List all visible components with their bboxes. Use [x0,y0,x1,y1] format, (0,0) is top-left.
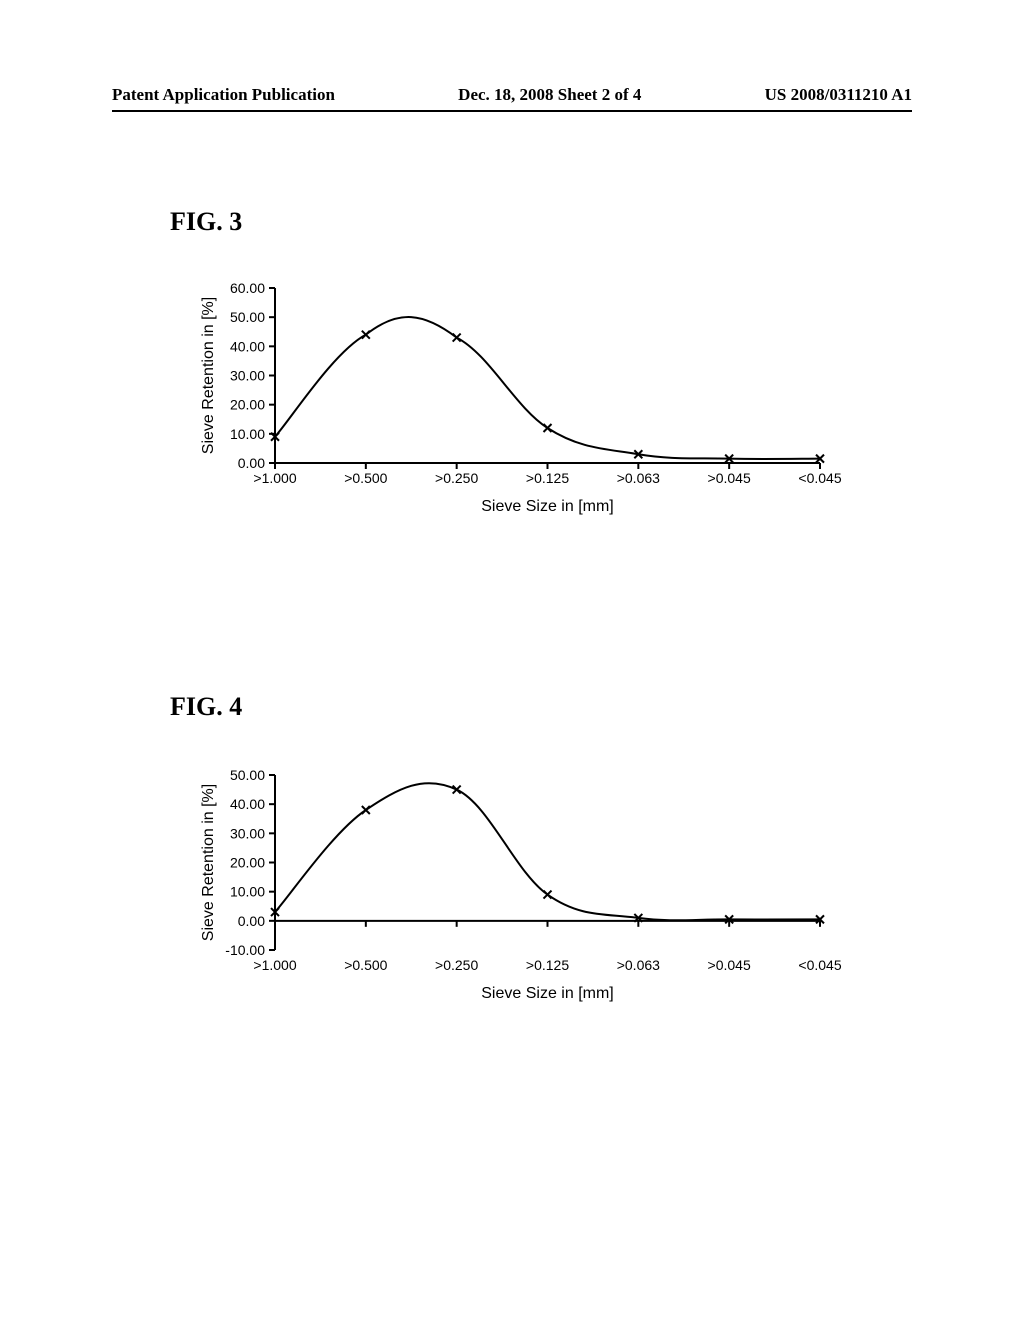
svg-text:>0.045: >0.045 [708,470,751,486]
svg-text:>0.125: >0.125 [526,470,569,486]
svg-text:>0.500: >0.500 [344,957,387,973]
svg-text:10.00: 10.00 [230,426,265,442]
svg-text:Sieve Size in [mm]: Sieve Size in [mm] [481,498,613,515]
svg-text:10.00: 10.00 [230,884,265,900]
header-center: Dec. 18, 2008 Sheet 2 of 4 [458,85,641,105]
svg-text:60.00: 60.00 [230,280,265,296]
svg-text:20.00: 20.00 [230,855,265,871]
svg-text:50.00: 50.00 [230,309,265,325]
svg-text:<0.045: <0.045 [798,957,841,973]
svg-text:>0.063: >0.063 [617,470,660,486]
svg-text:Sieve Size in [mm]: Sieve Size in [mm] [481,985,613,1002]
svg-text:0.00: 0.00 [238,913,265,929]
figure-4-label: FIG. 4 [170,692,242,722]
header-divider [112,110,912,112]
figure-4-svg: -10.00 0.00 10.00 20.00 30.00 40.00 50.00 >1.00… [190,765,850,1010]
svg-text:>0.125: >0.125 [526,957,569,973]
svg-text:20.00: 20.00 [230,397,265,413]
svg-text:40.00: 40.00 [230,796,265,812]
svg-text:>0.250: >0.250 [435,957,478,973]
figure-3-chart: 0.00 10.00 20.00 30.00 40.00 50.00 60.00 >1.000… [190,278,850,528]
header-right: US 2008/0311210 A1 [765,85,912,105]
svg-text:>1.000: >1.000 [253,957,296,973]
figure-3-label: FIG. 3 [170,207,242,237]
svg-text:-10.00: -10.00 [225,942,265,958]
svg-text:Sieve Retention in [%]: Sieve Retention in [%] [200,297,217,454]
svg-text:Sieve Retention in [%]: Sieve Retention in [%] [200,784,217,941]
svg-text:40.00: 40.00 [230,338,265,354]
svg-text:>0.045: >0.045 [708,957,751,973]
header-left: Patent Application Publication [112,85,335,105]
svg-text:30.00: 30.00 [230,368,265,384]
svg-text:>0.063: >0.063 [617,957,660,973]
svg-text:>1.000: >1.000 [253,470,296,486]
svg-text:0.00: 0.00 [238,455,265,471]
svg-text:<0.045: <0.045 [798,470,841,486]
svg-text:50.00: 50.00 [230,767,265,783]
svg-text:30.00: 30.00 [230,825,265,841]
figure-4-chart: -10.00 0.00 10.00 20.00 30.00 40.00 50.00 >1.00… [190,765,850,1015]
page-header: Patent Application Publication Dec. 18, … [0,85,1024,105]
svg-text:>0.250: >0.250 [435,470,478,486]
svg-text:>0.500: >0.500 [344,470,387,486]
figure-3-svg: 0.00 10.00 20.00 30.00 40.00 50.00 60.00 >1.000… [190,278,850,523]
